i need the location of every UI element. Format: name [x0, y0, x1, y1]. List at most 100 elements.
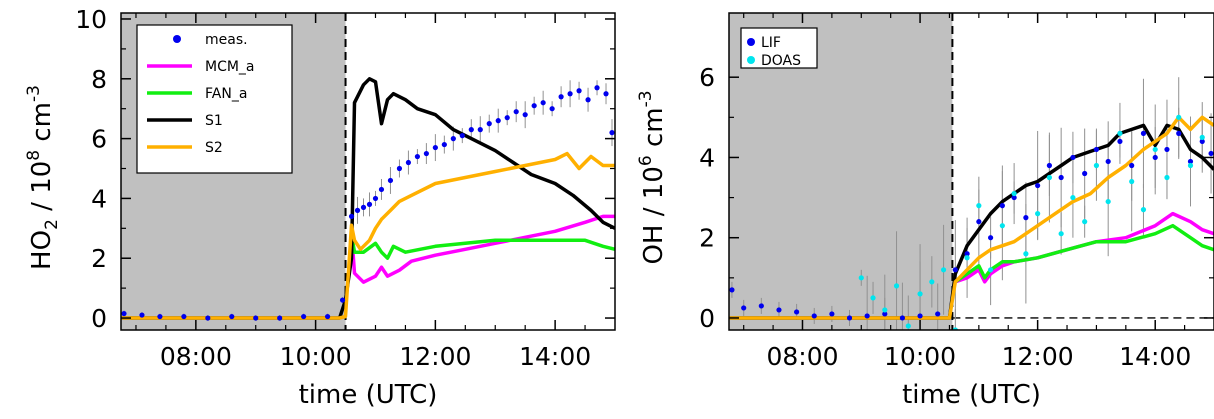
- data-point-meas-: [181, 313, 187, 320]
- data-point-doas: [1176, 114, 1182, 120]
- x-axis-label: time (UTC): [299, 380, 438, 410]
- y-label-unit: cm: [27, 102, 57, 150]
- axes-frame: [120, 12, 616, 331]
- data-point-meas-: [558, 94, 564, 100]
- data-point-lif: [811, 313, 817, 319]
- data-point-doas: [940, 267, 947, 273]
- legend-marker-lif: [747, 38, 755, 46]
- legend-marker-doas: [747, 56, 755, 64]
- legend-label: S2: [205, 140, 223, 156]
- data-point-lif: [1058, 174, 1064, 181]
- data-point-lif: [1023, 215, 1029, 221]
- data-point-lif: [952, 267, 958, 273]
- data-point-meas-: [432, 144, 438, 151]
- series-line-fan-a: [954, 223, 1214, 284]
- data-point-lif: [882, 311, 888, 317]
- series-line-fan-a: [349, 234, 615, 260]
- y-label-unit: cm: [639, 107, 669, 155]
- series-line-s2: [121, 151, 615, 320]
- y-label-exp: -3: [636, 90, 656, 107]
- data-point-meas-: [354, 207, 361, 213]
- data-point-doas: [1129, 178, 1135, 185]
- data-point-meas-: [576, 88, 582, 94]
- data-point-meas-: [468, 127, 474, 133]
- legend-label: DOAS: [761, 53, 801, 69]
- data-point-doas: [1105, 198, 1111, 205]
- legend-marker-meas-: [173, 35, 181, 43]
- data-point-lif: [1046, 162, 1052, 169]
- y-tick-label: 6: [699, 63, 715, 92]
- data-point-doas: [1058, 231, 1064, 237]
- data-point-meas-: [396, 165, 403, 172]
- data-point-lif: [776, 307, 782, 313]
- x-tick-label: 10:00: [884, 342, 956, 371]
- data-point-lif: [1011, 194, 1017, 201]
- data-point-meas-: [414, 153, 420, 160]
- data-point-meas-: [277, 315, 283, 321]
- data-point-meas-: [339, 297, 346, 303]
- data-point-doas: [1011, 190, 1017, 197]
- data-point-meas-: [372, 195, 379, 202]
- data-point-meas-: [450, 136, 456, 142]
- y-tick-label: 0: [699, 304, 715, 333]
- data-point-doas: [905, 323, 911, 329]
- legend-label: MCM_a: [205, 59, 255, 75]
- x-tick-label: 08:00: [160, 342, 232, 371]
- data-point-meas-: [387, 177, 394, 184]
- data-point-doas: [1035, 211, 1041, 217]
- series-line-s1: [121, 77, 615, 320]
- data-point-doas: [1164, 174, 1170, 181]
- data-point-meas-: [121, 310, 127, 317]
- data-point-lif: [964, 251, 970, 257]
- data-point-meas-: [567, 91, 573, 97]
- data-point-doas: [858, 275, 864, 281]
- x-tick-label: 10:00: [280, 342, 352, 371]
- data-point-doas: [917, 291, 923, 297]
- data-point-meas-: [549, 106, 555, 112]
- y-label-base: HO: [27, 230, 57, 270]
- data-point-meas-: [459, 133, 465, 139]
- series-line-s2: [729, 115, 1214, 320]
- data-point-meas-: [603, 91, 609, 97]
- data-point-doas: [1093, 162, 1100, 169]
- data-point-meas-: [477, 127, 483, 133]
- y-tick-label: 0: [91, 304, 107, 333]
- y-label-base: OH: [639, 225, 669, 265]
- x-tick-label: 08:00: [766, 342, 838, 371]
- data-point-meas-: [594, 85, 600, 91]
- legend-label: LIF: [761, 35, 781, 51]
- data-point-meas-: [360, 204, 367, 210]
- data-point-lif: [1035, 182, 1041, 189]
- data-point-lif: [1105, 158, 1111, 165]
- data-point-lif: [1117, 138, 1123, 145]
- legend-label: meas.: [205, 32, 248, 48]
- data-point-doas: [1199, 134, 1205, 140]
- y-label-mid: / 10: [27, 161, 57, 219]
- plot-area: [729, 77, 1214, 330]
- data-point-meas-: [253, 315, 259, 321]
- data-point-doas: [882, 307, 888, 313]
- data-point-meas-: [348, 213, 355, 219]
- y-tick-label: 10: [75, 5, 107, 34]
- data-point-meas-: [486, 121, 492, 127]
- data-point-meas-: [531, 103, 537, 109]
- data-point-meas-: [495, 118, 501, 124]
- data-point-doas: [999, 223, 1005, 229]
- x-axis-label: time (UTC): [902, 380, 1041, 410]
- data-point-meas-: [366, 201, 373, 207]
- x-tick-label: 14:00: [1119, 342, 1191, 371]
- data-point-meas-: [540, 100, 546, 106]
- y-tick-label: 2: [91, 244, 107, 273]
- data-point-meas-: [324, 313, 331, 320]
- data-point-lif: [864, 313, 870, 319]
- data-point-meas-: [423, 150, 429, 157]
- x-tick-label: 12:00: [1002, 342, 1074, 371]
- y-axis-label: HO2 / 108 cm-3: [24, 85, 62, 270]
- legend-label: S1: [205, 113, 223, 129]
- y-tick-label: 6: [91, 125, 107, 154]
- x-tick-label: 12:00: [399, 342, 471, 371]
- y-label-exp: 8: [24, 150, 44, 161]
- data-point-meas-: [609, 130, 615, 136]
- data-point-doas: [1046, 174, 1052, 181]
